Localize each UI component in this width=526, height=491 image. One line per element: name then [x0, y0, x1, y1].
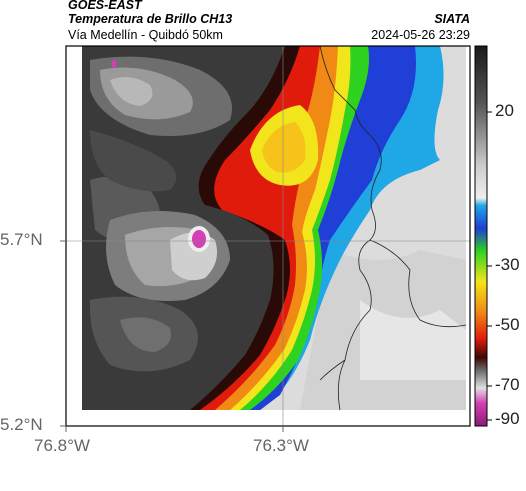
lat-tick-label-2: 5.2°N — [0, 415, 43, 434]
colorbar-label-minus30: -30 — [495, 255, 520, 274]
lat-tick-label-1: 5.7°N — [0, 230, 43, 249]
colorbar — [474, 45, 488, 427]
brightness-temperature-field — [66, 46, 470, 426]
map-frame — [65, 45, 471, 427]
colorbar-label-minus90: -90 — [495, 409, 520, 428]
agency-label: SIATA — [434, 12, 470, 26]
colorbar-label-minus50: -50 — [495, 315, 520, 334]
datetime-label: 2024-05-26 23:29 — [371, 28, 470, 42]
lon-tick-label-2: 76.3°W — [253, 436, 309, 455]
satellite-name: GOES-EAST — [68, 0, 142, 12]
product-title: Temperatura de Brillo CH13 — [68, 12, 233, 26]
lon-tick-label-1: 76.8°W — [34, 436, 90, 455]
coastline — [319, 46, 382, 411]
colorbar-label-20: 20 — [495, 101, 514, 120]
route-subtitle: Vía Medellín - Quibdó 50km — [68, 28, 223, 42]
colorbar-label-minus70: -70 — [495, 375, 520, 394]
